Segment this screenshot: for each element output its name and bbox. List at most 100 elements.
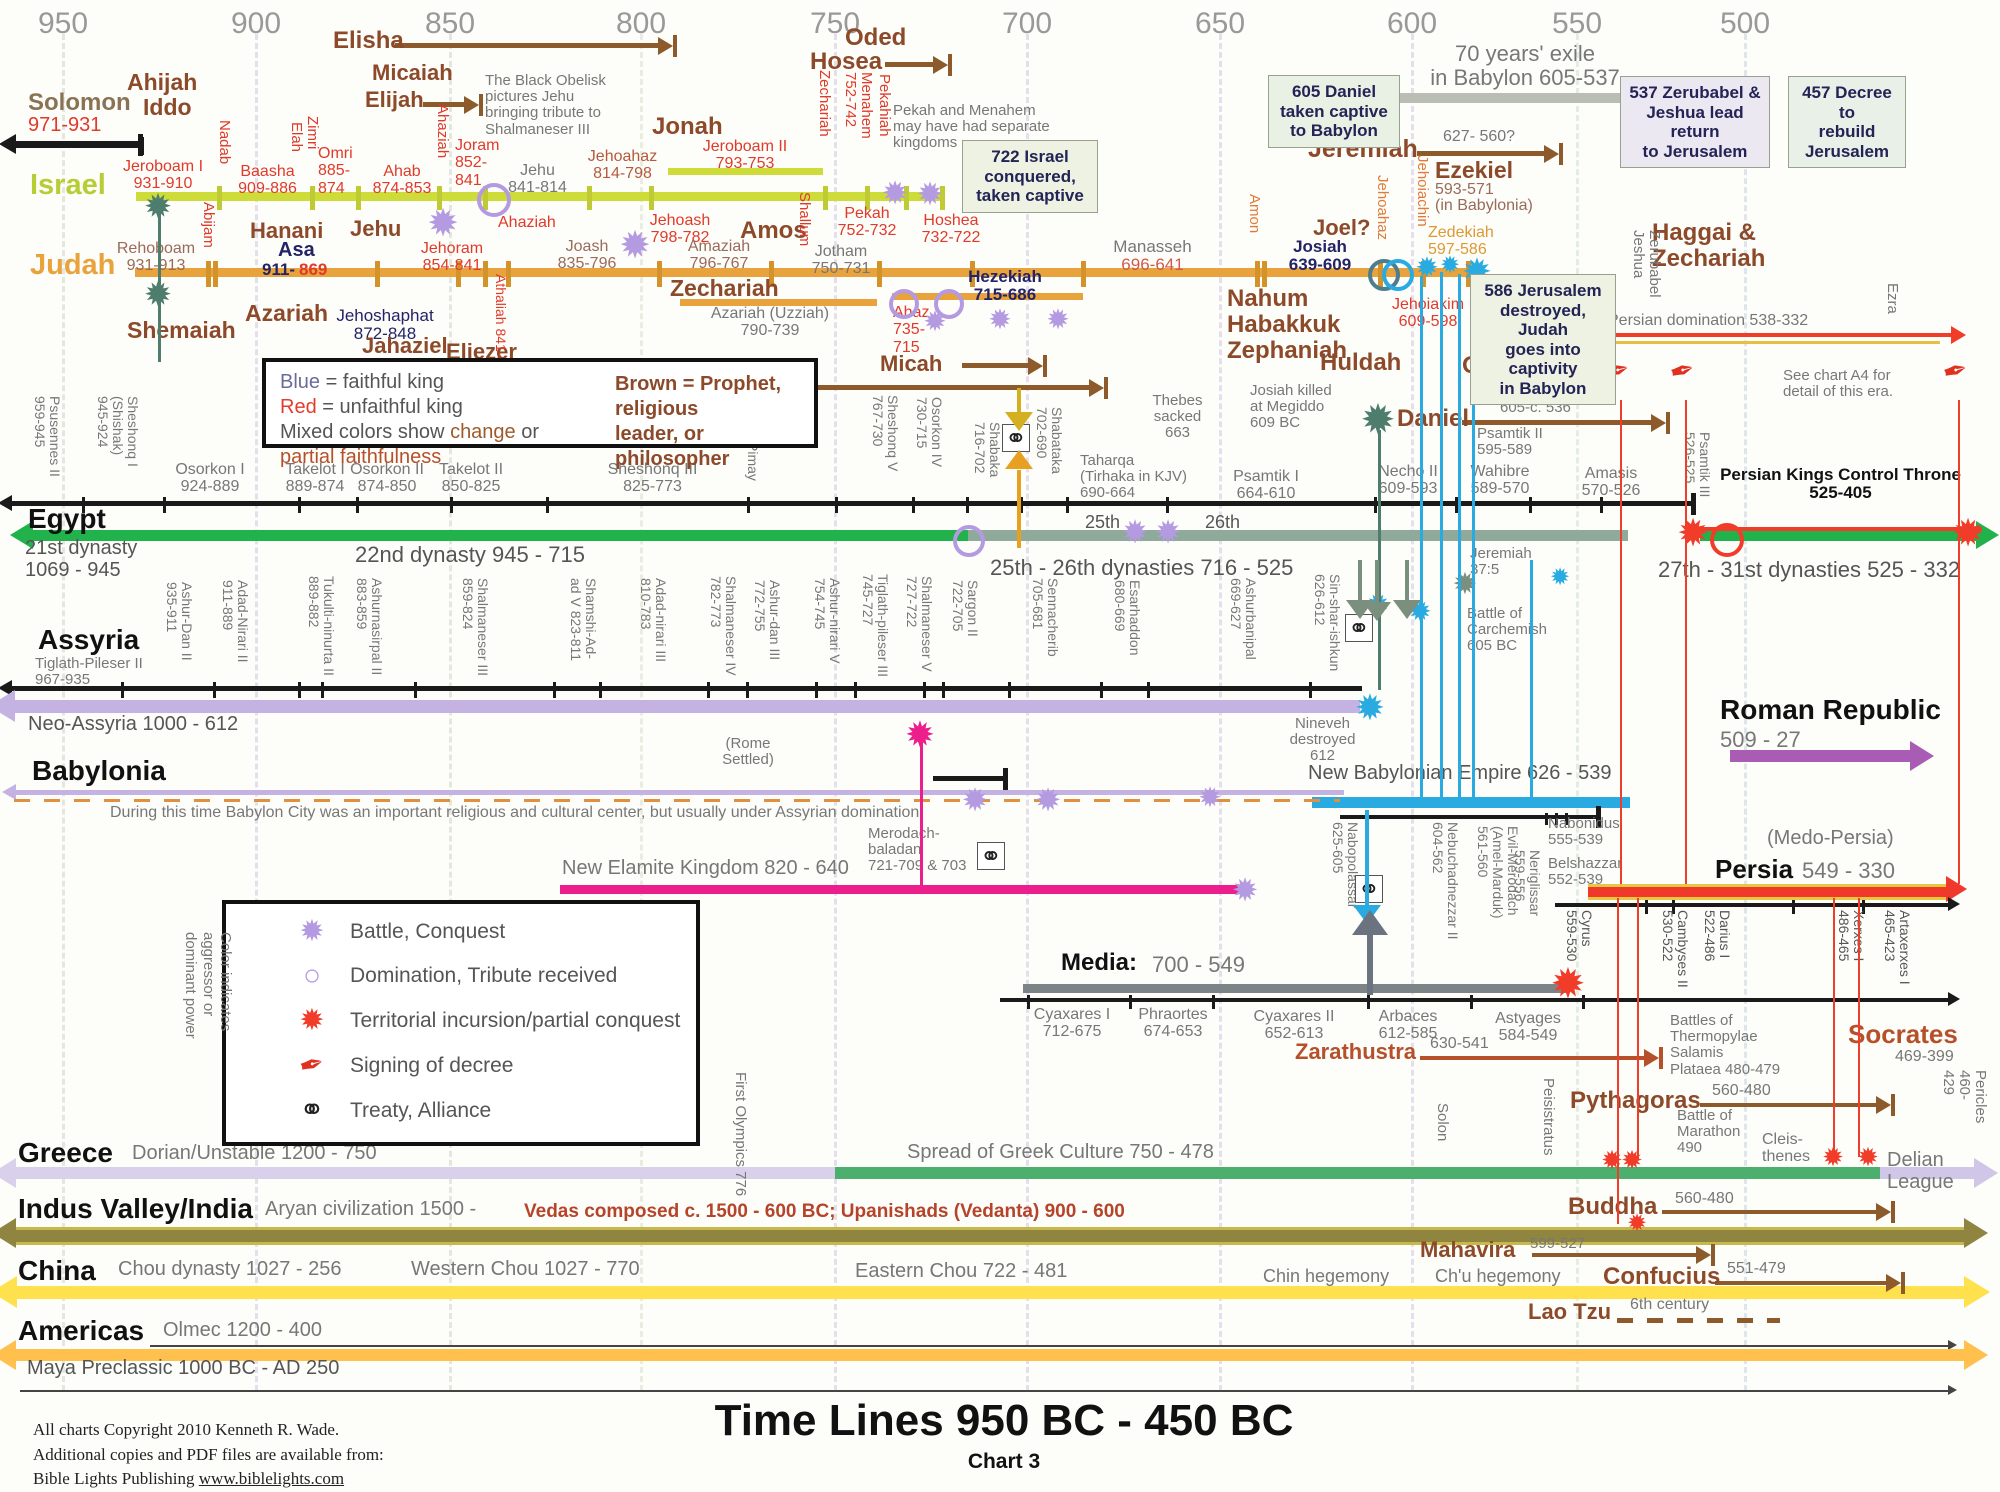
- timeline-label: Persian domination 538-332: [1608, 312, 1809, 329]
- domination-ring-icon: [477, 183, 511, 217]
- century-tick-label: 500: [1719, 7, 1771, 40]
- assyria-tick: [923, 682, 926, 698]
- timeline-label: (Rome Settled): [722, 735, 774, 769]
- exile-band: [1395, 93, 1621, 103]
- media-band: [1023, 984, 1568, 993]
- domination-ring-icon: [953, 525, 985, 557]
- connector-arrowhead: [1005, 450, 1033, 470]
- egypt-tick: [747, 497, 750, 513]
- egypt-25-26-band: [968, 530, 1628, 541]
- mahavira-arrow: [1532, 1253, 1700, 1257]
- buddha-arrow-head: [1876, 1203, 1891, 1221]
- incursion-star-icon: ✹: [299, 1004, 325, 1037]
- timeline-vertical-label: Shalmaneser III 859-824: [459, 578, 491, 677]
- timeline-vertical-label: Sheshonq I (Shishak) 945-924: [94, 396, 141, 467]
- timeline-label: Maya Preclassic 1000 BC - AD 250: [27, 1357, 340, 1379]
- timeline-label: New Elamite Kingdom 820 - 640: [562, 857, 849, 879]
- timeline-label: Solomon: [28, 89, 131, 116]
- timeline-label: Ahab 874-853: [372, 163, 432, 198]
- timeline-label: Wahibre 589-570: [1470, 463, 1530, 498]
- legend-king-colors: Blue = faithful king Red = unfaithful ki…: [262, 358, 818, 470]
- connector-arrowhead: [1393, 600, 1421, 619]
- solomon-reign-bar: [14, 141, 140, 148]
- timeline-vertical-label: Tukulti-ninurta II 889-882: [305, 576, 337, 676]
- timeline-vertical-label: Tiglath-pileser III 745-727: [859, 574, 891, 677]
- publisher-link[interactable]: www.biblelights.com: [198, 1469, 345, 1489]
- timeline-label: Joash 835-796: [557, 238, 617, 273]
- judah-tick: [970, 261, 975, 287]
- battle-star-icon: ✹: [1231, 872, 1259, 908]
- century-tick-label: 700: [1001, 7, 1053, 40]
- incursion-star-icon: ✹: [1550, 960, 1586, 1007]
- timeline-vertical-label: Jehoiachin: [1414, 155, 1431, 227]
- connector-line: [1858, 898, 1860, 1157]
- timeline-label: Western Chou 1027 - 770: [411, 1258, 640, 1280]
- egypt-timeline-endbar: [1691, 492, 1696, 515]
- timeline-label: Buddha: [1568, 1193, 1658, 1220]
- legend-symbol-label: Signing of decree: [350, 1053, 514, 1077]
- timeline-label: 6th century: [1630, 1296, 1710, 1313]
- connector-line: [1365, 810, 1369, 905]
- egypt-27-31-band: [1700, 530, 1978, 541]
- timeline-label: Manasseh: [1113, 237, 1192, 256]
- judah-tick: [206, 261, 211, 287]
- note-457: 457 Decree to rebuild Jerusalem: [1788, 76, 1906, 169]
- timeline-label: Azariah: [245, 300, 329, 326]
- legend-brown-line2: leader, or philosopher: [614, 423, 730, 470]
- decree-icon: ✒: [1939, 352, 1972, 391]
- timeline-vertical-label: Cyrus 559-530: [1563, 910, 1595, 962]
- legend-symbol-row: ✹ Territorial incursion/partial conquest: [292, 1003, 696, 1038]
- timeline-label: Pythagoras: [1570, 1087, 1701, 1114]
- timeline-label: Cleis- thenes: [1762, 1131, 1811, 1166]
- timeline-label: Belshazzar 552-539: [1548, 855, 1623, 889]
- egypt-tick: [356, 497, 359, 513]
- legend-symbol-label: Territorial incursion/partial conquest: [350, 1008, 681, 1032]
- timeline-label: Arbaces 612-585: [1378, 1008, 1438, 1043]
- egypt-tick: [835, 497, 838, 513]
- timeline-vertical-label: Adad-nirari III 810-783: [637, 578, 669, 663]
- isaiah-arrow-endbar: [1104, 376, 1108, 399]
- timeline-vertical-label: Ashur-nirari V 754-745: [811, 578, 843, 664]
- connector-line: [1017, 470, 1021, 548]
- media-tick: [1212, 995, 1215, 1009]
- judah-tick: [1466, 261, 1471, 287]
- media-tick: [1367, 995, 1370, 1009]
- timeline-label: 971-931: [28, 114, 102, 136]
- decree-icon: ✒: [295, 1046, 329, 1085]
- domination-ring-icon: [1710, 523, 1744, 557]
- assyria-tick: [746, 682, 749, 698]
- americas-band: [14, 1349, 1966, 1361]
- timeline-label: Josiah 639-609: [1288, 237, 1352, 275]
- connector-line: [1017, 388, 1021, 412]
- elijah-arrow-head: [464, 95, 479, 114]
- timeline-label: The Black Obelisk pictures Jehu bringing…: [485, 72, 606, 138]
- timeline-label: 509 - 27: [1720, 727, 1801, 752]
- timeline-label: Hoshea 732-722: [921, 212, 981, 247]
- merodach-treaty-line-endbar: [1003, 767, 1008, 790]
- timeline-label: 27th - 31st dynasties 525 - 332: [1658, 557, 1961, 582]
- india-band: [14, 1227, 1966, 1245]
- connector-line: [1375, 560, 1379, 602]
- timeline-label: Babylonia: [32, 755, 166, 786]
- isaiah-arrow-head: [1089, 378, 1104, 397]
- connector-line: [1617, 898, 1619, 1224]
- timeline-vertical-label: Ashurnasirpal II 883-859: [353, 578, 385, 676]
- israel-tick: [940, 186, 945, 210]
- delian-league-band-arrowhead: [1974, 1157, 1998, 1188]
- assyria-tick: [414, 682, 417, 698]
- americas-band-left-chevron: [0, 1339, 17, 1370]
- buddha-arrow: [1662, 1210, 1880, 1214]
- media-kingline-arrowhead: [1948, 992, 1960, 1007]
- olmec-line-arrowhead: [1948, 1340, 1957, 1351]
- delian-league-band: [1880, 1167, 1976, 1179]
- timeline-label: Indus Valley/India: [18, 1193, 253, 1224]
- connector-arrowhead: [1363, 602, 1391, 621]
- jeremiah-arrow-head: [1544, 144, 1559, 163]
- babylonia-line-left-chevron: [1, 783, 16, 800]
- timeline-vertical-label: Shabaka 716-702: [971, 422, 1003, 478]
- timeline-label: Amaziah 796-767: [687, 238, 751, 273]
- egypt-tick: [163, 497, 166, 513]
- assyria-tick: [213, 682, 216, 698]
- israel-timeline: [136, 192, 942, 201]
- timeline-vertical-label: Cambyses II 530-522: [1659, 910, 1691, 988]
